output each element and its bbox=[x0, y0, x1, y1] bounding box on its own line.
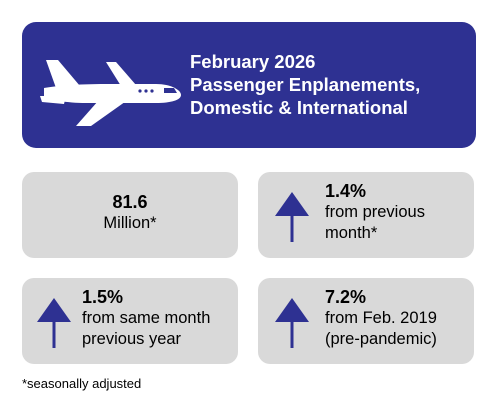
stat-value: 1.5% bbox=[82, 287, 124, 307]
stat-text: from same month bbox=[82, 309, 211, 327]
footnote: *seasonally adjusted bbox=[22, 376, 142, 391]
up-arrow bbox=[275, 298, 309, 348]
title: February 2026 Passenger Enplanements, Do… bbox=[190, 50, 420, 119]
up-arrow bbox=[37, 298, 71, 348]
title-line: Passenger Enplanements, bbox=[190, 74, 421, 95]
title-line: Domestic & International bbox=[190, 97, 408, 118]
up-arrow bbox=[275, 192, 309, 242]
stat-card: 1.5% from same month previous year bbox=[22, 278, 238, 364]
stat-text: Million* bbox=[103, 214, 157, 232]
stat-value: 81.6 bbox=[112, 192, 148, 212]
stat-card: 81.6 Million* bbox=[22, 172, 238, 258]
stat-text: from previous bbox=[325, 203, 425, 221]
header-banner: February 2026 Passenger Enplanements, Do… bbox=[22, 22, 476, 148]
title-line: February 2026 bbox=[190, 51, 316, 72]
stat-text: month* bbox=[325, 224, 378, 242]
airplane-icon bbox=[40, 60, 181, 126]
stat-value: 1.4% bbox=[325, 181, 367, 201]
stat-text: previous year bbox=[82, 330, 182, 348]
stat-card: 7.2% from Feb. 2019 (pre-pandemic) bbox=[258, 278, 474, 364]
stat-card: 1.4% from previous month* bbox=[258, 172, 474, 258]
stat-text: from Feb. 2019 bbox=[325, 309, 437, 327]
stat-text: (pre-pandemic) bbox=[325, 330, 437, 348]
stat-value: 7.2% bbox=[325, 287, 367, 307]
